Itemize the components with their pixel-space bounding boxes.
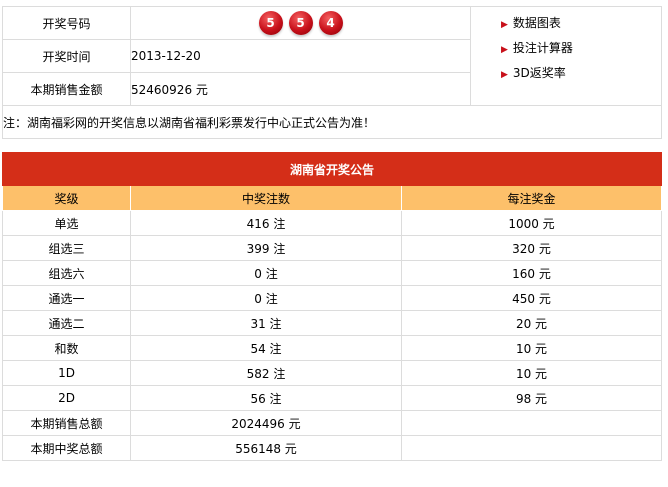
cell-amount: 450 元	[401, 285, 662, 311]
cell-level: 组选三	[2, 235, 131, 261]
cell-count: 416 注	[130, 210, 402, 236]
cell-count: 0 注	[130, 260, 402, 286]
label-draw-number: 开奖号码	[2, 6, 131, 40]
table-row: 组选六 0 注 160 元	[2, 260, 662, 286]
table-row: 通选二 31 注 20 元	[2, 310, 662, 336]
label-draw-date: 开奖时间	[2, 39, 131, 73]
disclaimer-note: 注：湖南福彩网的开奖信息以湖南省福利彩票发行中心正式公告为准！	[2, 105, 662, 139]
cell-level: 和数	[2, 335, 131, 361]
cell-amount	[401, 410, 662, 436]
cell-level: 组选六	[2, 260, 131, 286]
table-row: 2D 56 注 98 元	[2, 385, 662, 411]
sales-amount-value: 52460926 元	[130, 72, 471, 106]
number-ball: 4	[318, 11, 343, 35]
cell-amount: 20 元	[401, 310, 662, 336]
cell-level: 通选二	[2, 310, 131, 336]
cell-count: 2024496 元	[130, 410, 402, 436]
header-prize-level: 奖级	[2, 185, 131, 211]
header-winner-count: 中奖注数	[130, 185, 402, 211]
cell-count: 0 注	[130, 285, 402, 311]
prize-table-title: 湖南省开奖公告	[2, 152, 662, 186]
cell-amount: 320 元	[401, 235, 662, 261]
cell-amount: 98 元	[401, 385, 662, 411]
triangle-right-icon: ▶	[501, 70, 508, 80]
cell-amount: 160 元	[401, 260, 662, 286]
label-sales-amount: 本期销售金额	[2, 72, 131, 106]
link-bet-calculator[interactable]: ▶ 投注计算器	[501, 41, 573, 55]
draw-date-value: 2013-12-20	[130, 39, 471, 73]
cell-amount	[401, 435, 662, 461]
table-row: 单选 416 注 1000 元	[2, 210, 662, 236]
cell-count: 582 注	[130, 360, 402, 386]
table-row: 通选一 0 注 450 元	[2, 285, 662, 311]
triangle-right-icon: ▶	[501, 45, 508, 55]
table-row: 和数 54 注 10 元	[2, 335, 662, 361]
table-row: 1D 582 注 10 元	[2, 360, 662, 386]
cell-count: 54 注	[130, 335, 402, 361]
header-prize-amount: 每注奖金	[401, 185, 662, 211]
cell-level: 2D	[2, 385, 131, 411]
table-row: 本期销售总额 2024496 元	[2, 410, 662, 436]
cell-amount: 10 元	[401, 360, 662, 386]
cell-level: 单选	[2, 210, 131, 236]
cell-count: 399 注	[130, 235, 402, 261]
triangle-right-icon: ▶	[501, 20, 508, 30]
link-3d-return-rate[interactable]: ▶ 3D返奖率	[501, 66, 566, 80]
number-ball: 5	[288, 11, 313, 35]
cell-level: 本期中奖总额	[2, 435, 131, 461]
cell-amount: 1000 元	[401, 210, 662, 236]
table-row: 本期中奖总额 556148 元	[2, 435, 662, 461]
cell-count: 56 注	[130, 385, 402, 411]
number-ball: 5	[258, 11, 283, 35]
quick-links: ▶ 数据图表 ▶ 投注计算器 ▶ 3D返奖率	[470, 6, 662, 106]
prize-table: 湖南省开奖公告 奖级 中奖注数 每注奖金 单选 416 注 1000 元组选三 399…	[2, 152, 662, 461]
cell-level: 1D	[2, 360, 131, 386]
cell-count: 31 注	[130, 310, 402, 336]
table-row: 组选三 399 注 320 元	[2, 235, 662, 261]
cell-level: 本期销售总额	[2, 410, 131, 436]
cell-count: 556148 元	[130, 435, 402, 461]
link-data-chart[interactable]: ▶ 数据图表	[501, 16, 561, 30]
cell-amount: 10 元	[401, 335, 662, 361]
cell-level: 通选一	[2, 285, 131, 311]
